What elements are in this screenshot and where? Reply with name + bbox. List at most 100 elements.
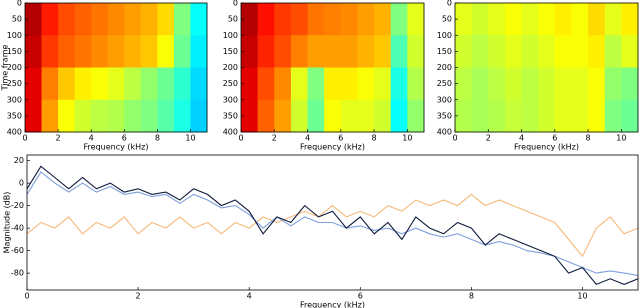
heatmap-cell — [521, 3, 539, 36]
x-tick-label: 6 — [552, 134, 557, 143]
heatmap-cell — [554, 35, 572, 68]
heatmap-cell — [241, 67, 259, 101]
x-tick-label: 10 — [402, 134, 412, 143]
x-axis-label: Frequency (kHz) — [300, 143, 365, 152]
y-axis-label: Time frame — [1, 45, 10, 92]
heatmap-cell — [274, 67, 292, 101]
x-tick-label: 2 — [272, 134, 277, 143]
heatmap-cell — [173, 99, 191, 133]
y-tick-label: 150 — [437, 47, 452, 56]
y-tick-label: 250 — [223, 79, 238, 88]
y-tick-label: 50 — [442, 15, 452, 24]
heatmap-cell — [124, 3, 142, 36]
heatmap-cell — [74, 3, 92, 36]
heatmap-cell — [307, 3, 325, 36]
heatmap-cell — [324, 67, 342, 101]
heatmap-cell — [571, 3, 589, 36]
heatmap-cell — [173, 3, 191, 36]
y-tick-label: -20 — [11, 201, 24, 210]
heatmap-cell — [357, 3, 375, 36]
heatmap-cell — [538, 35, 556, 68]
x-axis-label: Frequency (kHz) — [84, 143, 149, 152]
heatmap-cell — [140, 67, 158, 101]
heatmap-cell — [157, 67, 175, 101]
heatmap-cell — [307, 35, 325, 68]
heatmap-cell — [471, 3, 489, 36]
heatmap-cell — [374, 35, 392, 68]
x-tick-label: 8 — [372, 134, 377, 143]
x-tick-label: 2 — [486, 134, 491, 143]
y-tick-label: 300 — [437, 95, 452, 104]
heatmap-cell — [157, 35, 175, 68]
heatmap-cell — [190, 35, 208, 68]
heatmap-cell — [471, 67, 489, 101]
heatmap-cell — [621, 35, 639, 68]
heatmap-cell — [521, 99, 539, 133]
heatmap-cell — [25, 99, 43, 133]
x-tick-label: 10 — [185, 134, 195, 143]
heatmap-cell — [390, 35, 408, 68]
heatmap-cell — [571, 99, 589, 133]
heatmap-cell — [455, 3, 473, 36]
heatmap-cell — [324, 35, 342, 68]
heatmap-cell — [604, 99, 622, 133]
heatmap-cell — [504, 67, 523, 101]
x-tick-label: 8 — [469, 292, 474, 301]
heatmap-cell — [357, 99, 375, 133]
x-tick-label: 10 — [577, 292, 587, 301]
heatmap-cell — [41, 3, 59, 36]
heatmap-cell — [241, 3, 259, 36]
heatmap-cell — [58, 3, 76, 36]
heatmap-cell — [471, 99, 489, 133]
x-tick-label: 4 — [519, 134, 524, 143]
line-series — [26, 165, 639, 286]
heatmap-cell — [621, 67, 639, 101]
heatmap-cell — [340, 35, 358, 68]
heatmap-cell — [124, 67, 142, 101]
heatmap-cell — [357, 67, 375, 101]
heatmap-cell — [25, 67, 43, 101]
heatmap-cell — [91, 35, 109, 68]
heatmap-cell — [604, 67, 622, 101]
heatmap-cell — [390, 99, 408, 133]
y-tick-label: 250 — [7, 79, 22, 88]
heatmap-cell — [290, 3, 309, 36]
heatmap-cell — [407, 35, 425, 68]
heatmap-cell — [274, 35, 292, 68]
heatmap-cell — [41, 99, 59, 133]
heatmap-cell — [107, 67, 125, 101]
x-tick-label: 2 — [136, 292, 141, 301]
y-tick-label: 200 — [437, 63, 452, 72]
heatmap-cell — [140, 3, 158, 36]
y-tick-label: 200 — [223, 63, 238, 72]
x-tick-label: 8 — [586, 134, 591, 143]
heatmap-cell — [488, 67, 506, 101]
heatmap-cell — [504, 99, 523, 133]
heatmap-cell — [190, 3, 208, 36]
y-tick-label: 350 — [7, 111, 22, 120]
heatmap-cell — [290, 35, 309, 68]
x-tick-label: 6 — [338, 134, 343, 143]
x-tick-label: 0 — [238, 134, 243, 143]
y-tick-label: 0 — [447, 0, 452, 8]
heatmap-cell — [257, 35, 275, 68]
y-tick-label: 400 — [7, 128, 22, 137]
heatmap-cell — [190, 67, 208, 101]
heatmap-cell — [58, 99, 76, 133]
heatmap-cell — [621, 3, 639, 36]
heatmap-cell — [241, 99, 259, 133]
x-tick-label: 4 — [247, 292, 252, 301]
x-tick-label: 4 — [89, 134, 94, 143]
y-tick-label: 350 — [223, 111, 238, 120]
y-tick-label: -60 — [11, 246, 24, 255]
heatmap-cell — [58, 67, 76, 101]
heatmap-cell — [390, 3, 408, 36]
heatmap-cell — [41, 35, 59, 68]
heatmap-cell — [407, 3, 425, 36]
heatmap-cell — [340, 99, 358, 133]
heatmap-cell — [274, 3, 292, 36]
heatmap-cell — [324, 99, 342, 133]
y-tick-label: 50 — [228, 15, 238, 24]
heatmap-cell — [157, 99, 175, 133]
heatmap-cell — [521, 67, 539, 101]
